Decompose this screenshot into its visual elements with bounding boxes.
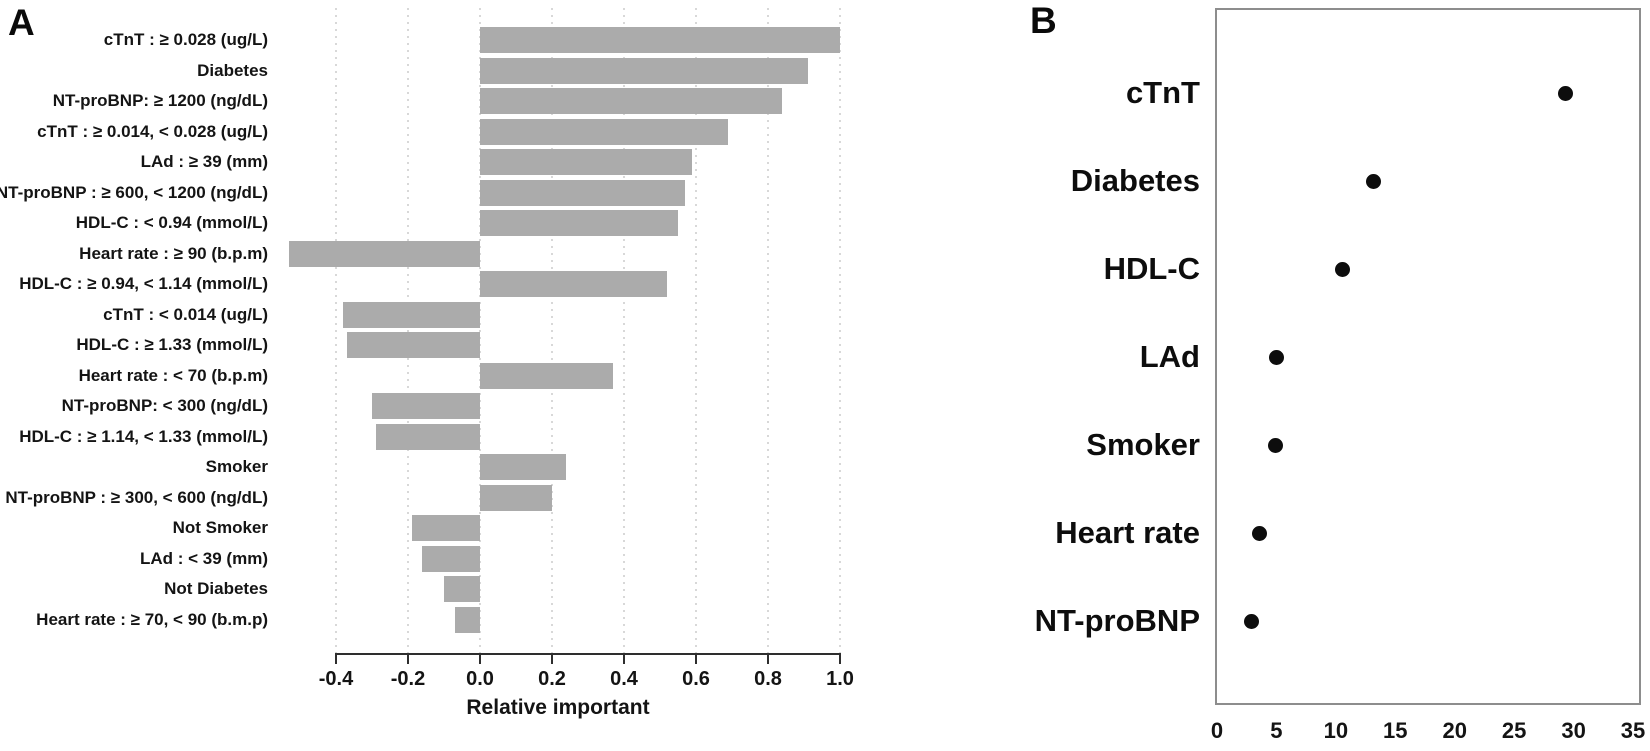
axis-tick-label: 5	[1270, 718, 1283, 743]
gridline-0.2	[551, 8, 553, 653]
bar	[480, 88, 783, 115]
bar-row-label: NT-proBNP: ≥ 1200 (ng/dL)	[52, 91, 268, 111]
gridline--0.2	[407, 8, 409, 653]
axis-tick	[551, 655, 553, 664]
data-point-dot	[1268, 349, 1284, 365]
data-point-dot	[1366, 173, 1382, 189]
bar-row-label: Heart rate : ≥ 70, < 90 (b.m.p)	[36, 609, 268, 629]
axis-tick	[335, 655, 337, 664]
dot-row-label: NT-proBNP	[1034, 603, 1200, 638]
data-point-dot	[1243, 613, 1259, 629]
axis-tick	[767, 655, 769, 664]
data-point-dot	[1557, 85, 1573, 101]
bar	[480, 57, 808, 84]
bar-row-label: HDL-C : ≥ 0.94, < 1.14 (mmol/L)	[19, 274, 268, 294]
bar	[480, 271, 668, 298]
panel-b-plot-frame	[1215, 8, 1641, 705]
axis-tick-label: 0.2	[538, 668, 566, 690]
bar	[480, 454, 567, 481]
bar	[454, 606, 480, 633]
data-point-dot	[1335, 261, 1351, 277]
axis-tick-label: 20	[1442, 718, 1467, 743]
axis-tick	[839, 655, 841, 664]
axis-tick-label: 0.4	[610, 668, 638, 690]
bar	[480, 118, 729, 145]
bar	[480, 27, 840, 53]
bar	[480, 179, 686, 206]
bar	[289, 240, 480, 267]
axis-tick-label: 15	[1383, 718, 1408, 743]
bar	[346, 332, 480, 359]
data-point-dot	[1252, 525, 1268, 541]
bar	[444, 576, 480, 603]
data-point-dot	[1267, 437, 1283, 453]
dot-row-label: Diabetes	[1070, 163, 1200, 198]
bar-row-label: NT-proBNP: < 300 (ng/dL)	[61, 396, 268, 416]
bar-row-label: HDL-C : ≥ 1.14, < 1.33 (mmol/L)	[19, 426, 268, 446]
bar-row-label: Not Diabetes	[164, 579, 268, 599]
dot-row-label: Heart rate	[1055, 515, 1200, 550]
dot-row-label: HDL-C	[1103, 251, 1200, 286]
bar	[372, 393, 480, 420]
axis-tick-label: 1.0	[826, 668, 854, 690]
bar-row-label: NT-proBNP : ≥ 300, < 600 (ng/dL)	[5, 487, 268, 507]
bar-row-label: cTnT : ≥ 0.028 (ug/L)	[103, 30, 268, 49]
bar-row-label: Smoker	[205, 457, 268, 477]
bar-row-label: Not Smoker	[172, 518, 268, 538]
axis-tick-label: 35	[1620, 718, 1646, 743]
bar-row-label: Heart rate : ≥ 90 (b.p.m)	[79, 243, 268, 263]
panel-a-x-axis-title: Relative important	[466, 696, 650, 719]
axis-tick	[695, 655, 697, 664]
bar	[480, 149, 693, 176]
bar	[422, 545, 480, 572]
gridline-0.6	[695, 8, 697, 653]
gridline-0.4	[623, 8, 625, 653]
dot-row-label: cTnT	[1125, 75, 1200, 110]
gridline--0.4	[335, 8, 337, 653]
dot-row-label: LAd	[1139, 339, 1200, 374]
axis-tick-label: 0	[1210, 718, 1224, 743]
bar-row-label: LAd : ≥ 39 (mm)	[140, 152, 268, 172]
bar-row-label: NT-proBNP : ≥ 600, < 1200 (ng/dL)	[0, 182, 268, 202]
bar	[343, 301, 480, 328]
gridline-1.0	[839, 8, 841, 653]
bar-row-label: HDL-C : ≥ 1.33 (mmol/L)	[76, 335, 268, 355]
bar	[411, 515, 480, 542]
axis-tick-label: 0.6	[682, 668, 710, 690]
bar-row-label: LAd : < 39 (mm)	[140, 548, 268, 568]
panel-a-label: A	[8, 2, 35, 43]
bar-row-label: Diabetes	[197, 60, 268, 80]
bar-row-label: Heart rate : < 70 (b.p.m)	[78, 365, 268, 385]
dot-row-label: Smoker	[1086, 427, 1200, 462]
gridline-0.8	[767, 8, 769, 653]
axis-tick	[407, 655, 409, 664]
bar-row-label: HDL-C : < 0.94 (mmol/L)	[75, 213, 268, 233]
axis-tick-label: -0.4	[318, 668, 354, 690]
axis-tick	[479, 655, 481, 664]
axis-tick-label: 0.0	[466, 668, 494, 690]
axis-tick	[623, 655, 625, 664]
axis-tick-label: 30	[1561, 718, 1586, 743]
axis-tick-label: 0.8	[754, 668, 782, 690]
bar	[480, 484, 552, 511]
axis-tick-label: 25	[1501, 718, 1527, 743]
axis-tick-label: 10	[1323, 718, 1349, 743]
bar-row-label: cTnT : ≥ 0.014, < 0.028 (ug/L)	[37, 121, 268, 141]
bar	[480, 210, 678, 237]
gridline-0.0	[479, 8, 481, 653]
bar	[375, 423, 480, 450]
axis-tick-label: -0.2	[390, 668, 426, 690]
bar-row-label: cTnT : < 0.014 (ug/L)	[103, 304, 268, 324]
panel-a-x-axis-line	[335, 653, 841, 655]
panel-b-label: B	[1030, 0, 1057, 41]
bar	[480, 362, 614, 389]
